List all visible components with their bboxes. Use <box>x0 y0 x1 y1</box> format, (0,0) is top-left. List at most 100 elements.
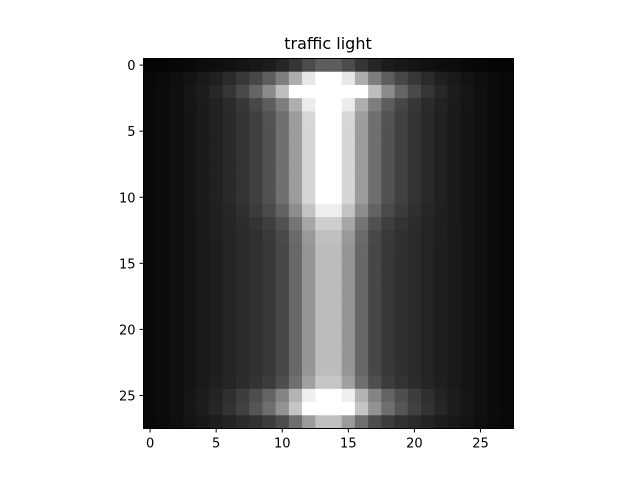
heatmap-cell <box>236 402 250 416</box>
heatmap-cell <box>487 230 501 244</box>
heatmap-cell <box>249 243 263 258</box>
heatmap-cell <box>275 322 290 337</box>
heatmap-cell <box>328 164 343 178</box>
heatmap-cell <box>183 322 197 337</box>
heatmap-cell <box>473 322 488 337</box>
heatmap-cell <box>156 98 171 112</box>
heatmap-cell <box>288 190 303 205</box>
heatmap-cell <box>249 336 263 350</box>
heatmap-cell <box>394 190 409 205</box>
heatmap-cell <box>434 296 448 310</box>
heatmap-cell <box>262 256 277 271</box>
heatmap-cell <box>460 375 475 390</box>
heatmap-cell <box>460 203 475 218</box>
heatmap-cell <box>407 151 422 165</box>
heatmap-cell <box>381 84 395 99</box>
heatmap-cell <box>473 230 488 244</box>
heatmap-cell <box>407 203 422 218</box>
heatmap-cell <box>196 269 210 284</box>
heatmap-cell <box>447 177 462 192</box>
heatmap-cell <box>407 322 422 337</box>
heatmap-cell <box>354 336 369 350</box>
heatmap-cell <box>249 84 263 99</box>
heatmap-cell <box>487 322 501 337</box>
heatmap-cell <box>460 137 475 152</box>
heatmap-cell <box>447 124 462 139</box>
heatmap-cell <box>183 111 197 125</box>
heatmap-cell <box>288 269 303 284</box>
heatmap-cell <box>381 71 395 86</box>
heatmap-cell <box>394 84 409 99</box>
heatmap-cell <box>394 283 409 297</box>
x-tick-label: 5 <box>212 437 220 452</box>
heatmap-cell <box>315 217 329 231</box>
heatmap-cell <box>407 111 422 125</box>
heatmap-cell <box>288 84 303 99</box>
heatmap-cell <box>222 415 237 429</box>
heatmap-cell <box>169 388 184 403</box>
heatmap-cell <box>500 217 514 231</box>
heatmap-cell <box>473 415 488 429</box>
heatmap-cell <box>407 243 422 258</box>
heatmap-cell <box>447 283 462 297</box>
heatmap-cell <box>169 296 184 310</box>
heatmap-cell <box>288 243 303 258</box>
heatmap-cell <box>236 230 250 244</box>
heatmap-cell <box>381 388 395 403</box>
heatmap-cell <box>354 309 369 324</box>
heatmap-cell <box>236 256 250 271</box>
heatmap-cell <box>156 164 171 178</box>
axes-frame <box>143 58 514 429</box>
heatmap-cell <box>421 296 435 310</box>
heatmap-cell <box>328 296 343 310</box>
heatmap-cell <box>169 349 184 363</box>
heatmap-cell <box>302 203 316 218</box>
heatmap-cell <box>156 283 171 297</box>
heatmap-cell <box>249 124 263 139</box>
heatmap-cell <box>275 415 290 429</box>
heatmap-cell <box>249 402 263 416</box>
heatmap-cell <box>354 349 369 363</box>
heatmap-cell <box>328 322 343 337</box>
heatmap-cell <box>209 362 224 377</box>
heatmap-cell <box>288 164 303 178</box>
heatmap-cell <box>249 362 263 377</box>
heatmap-cell <box>222 71 237 86</box>
heatmap-cell <box>143 177 158 192</box>
heatmap-cell <box>447 362 462 377</box>
heatmap-cell <box>315 164 329 178</box>
heatmap-cell <box>315 190 329 205</box>
heatmap-cell <box>460 256 475 271</box>
x-axis: 0 5 10 15 20 25 <box>146 428 489 452</box>
heatmap-cell <box>249 230 263 244</box>
heatmap-cell <box>156 402 171 416</box>
heatmap-cell <box>143 124 158 139</box>
heatmap-cell <box>500 177 514 192</box>
heatmap-cell <box>500 349 514 363</box>
heatmap-cell <box>156 362 171 377</box>
heatmap-cell <box>421 111 435 125</box>
y-tick-label: 10 <box>119 191 136 206</box>
heatmap-cell <box>473 98 488 112</box>
heatmap-cell <box>341 164 356 178</box>
heatmap-cell <box>473 243 488 258</box>
heatmap-cell <box>473 137 488 152</box>
heatmap-cell <box>288 296 303 310</box>
heatmap-cell <box>143 98 158 112</box>
heatmap-cell <box>302 137 316 152</box>
heatmap-cell <box>275 243 290 258</box>
heatmap-cell <box>341 336 356 350</box>
heatmap-cell <box>143 269 158 284</box>
heatmap-cell <box>183 349 197 363</box>
heatmap-cell <box>209 137 224 152</box>
heatmap-cell <box>315 71 329 86</box>
heatmap-cell <box>288 151 303 165</box>
heatmap-cell <box>381 98 395 112</box>
heatmap-cell <box>156 243 171 258</box>
y-tick-label: 0 <box>127 59 135 74</box>
heatmap-cell <box>381 402 395 416</box>
heatmap-cell <box>394 296 409 310</box>
heatmap-cell <box>500 58 514 73</box>
heatmap-cell <box>368 375 382 390</box>
